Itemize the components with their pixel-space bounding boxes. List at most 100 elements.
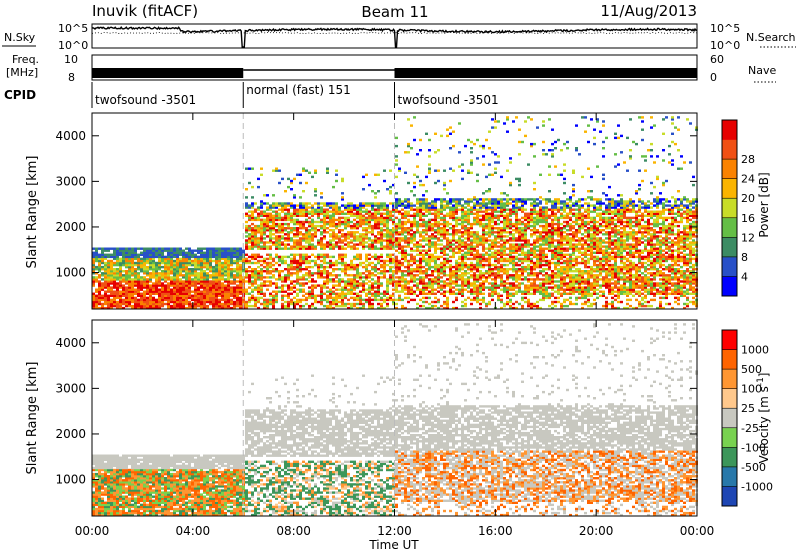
- heatmap-cell: [410, 292, 413, 295]
- heatmap-cell: [371, 282, 374, 285]
- heatmap-cell: [170, 296, 173, 300]
- heatmap-cell: [470, 249, 473, 252]
- heatmap-cell: [224, 270, 227, 273]
- heatmap-cell: [278, 235, 281, 238]
- heatmap-cell: [146, 253, 149, 256]
- heatmap-cell: [194, 306, 197, 310]
- heatmap-cell: [113, 274, 116, 277]
- heatmap-cell: [386, 227, 389, 230]
- heatmap-cell: [305, 233, 308, 236]
- heatmap-cell: [185, 298, 188, 302]
- heatmap-cell: [125, 294, 128, 297]
- heatmap-cell: [152, 249, 155, 252]
- heatmap-cell: [509, 249, 512, 252]
- heatmap-cell: [446, 245, 449, 248]
- heatmap-cell: [512, 288, 515, 291]
- heatmap-cell: [182, 274, 185, 277]
- heatmap-cell: [95, 278, 98, 281]
- heatmap-cell: [449, 247, 452, 250]
- heatmap-cell: [476, 200, 479, 203]
- heatmap-cell: [395, 286, 398, 289]
- heatmap-cell: [344, 222, 347, 226]
- heatmap-cell: [482, 231, 485, 234]
- heatmap-cell: [134, 261, 137, 265]
- heatmap-cell: [296, 229, 299, 232]
- heatmap-cell: [338, 231, 341, 234]
- heatmap-cell: [470, 198, 473, 201]
- heatmap-cell: [188, 274, 191, 277]
- heatmap-cell: [323, 227, 326, 230]
- heatmap-cell: [347, 280, 350, 283]
- heatmap-cell: [521, 229, 524, 232]
- heatmap-cell: [194, 249, 197, 252]
- heatmap-cell: [431, 245, 434, 248]
- heatmap-cell: [266, 304, 269, 308]
- heatmap-cell: [155, 247, 158, 250]
- heatmap-cell: [269, 218, 272, 222]
- nsky-tick-bottom: 10^0: [58, 39, 88, 52]
- heatmap-cell: [392, 222, 395, 226]
- heatmap-cell: [497, 257, 500, 261]
- heatmap-cell: [389, 255, 392, 259]
- heatmap-cell: [332, 212, 335, 215]
- heatmap-cell: [497, 259, 500, 263]
- heatmap-cell: [251, 231, 254, 234]
- heatmap-cell: [494, 290, 497, 293]
- heatmap-cell: [371, 206, 374, 209]
- heatmap-cell: [374, 224, 377, 228]
- heatmap-cell: [413, 237, 416, 240]
- heatmap-cell: [455, 239, 458, 242]
- heatmap-cell: [125, 253, 128, 256]
- heatmap-cell: [503, 222, 506, 226]
- heatmap-cell: [341, 198, 344, 201]
- heatmap-cell: [275, 255, 278, 259]
- heatmap-cell: [104, 296, 107, 300]
- heatmap-cell: [224, 304, 227, 308]
- heatmap-cell: [338, 206, 341, 209]
- heatmap-cell: [452, 243, 455, 246]
- heatmap-cell: [482, 227, 485, 230]
- heatmap-cell: [137, 276, 140, 279]
- heatmap-cell: [344, 270, 347, 273]
- heatmap-cell: [128, 263, 131, 267]
- heatmap-cell: [215, 300, 218, 304]
- heatmap-cell: [386, 292, 389, 295]
- heatmap-cell: [227, 276, 230, 279]
- heatmap-cell: [491, 216, 494, 220]
- heatmap-cell: [236, 257, 239, 261]
- heatmap-cell: [116, 272, 119, 275]
- heatmap-cell: [416, 231, 419, 234]
- heatmap-cell: [212, 249, 215, 252]
- heatmap-cell: [377, 292, 380, 295]
- heatmap-cell: [464, 237, 467, 240]
- heatmap-cell: [407, 300, 410, 304]
- heatmap-cell: [173, 294, 176, 297]
- heatmap-cell: [524, 227, 527, 230]
- heatmap-cell: [134, 249, 137, 252]
- heatmap-cell: [149, 253, 152, 256]
- heatmap-cell: [356, 243, 359, 246]
- heatmap-cell: [416, 278, 419, 281]
- heatmap-cell: [263, 270, 266, 273]
- heatmap-cell: [500, 298, 503, 302]
- heatmap-cell: [395, 206, 398, 209]
- heatmap-cell: [260, 214, 263, 217]
- heatmap-cell: [248, 181, 251, 185]
- heatmap-cell: [215, 302, 218, 306]
- heatmap-cell: [494, 255, 497, 259]
- heatmap-cell: [365, 212, 368, 215]
- heatmap-cell: [320, 286, 323, 289]
- heatmap-cell: [515, 263, 518, 267]
- heatmap-cell: [461, 222, 464, 226]
- heatmap-cell: [143, 296, 146, 300]
- heatmap-cell: [422, 286, 425, 289]
- heatmap-cell: [494, 288, 497, 291]
- heatmap-cell: [137, 280, 140, 283]
- heatmap-cell: [158, 249, 161, 252]
- heatmap-cell: [461, 249, 464, 252]
- cpid-segment-label: twofsound -3501: [95, 93, 196, 107]
- heatmap-cell: [245, 206, 248, 209]
- heatmap-cell: [518, 259, 521, 263]
- heatmap-cell: [422, 284, 425, 287]
- heatmap-cell: [305, 265, 308, 269]
